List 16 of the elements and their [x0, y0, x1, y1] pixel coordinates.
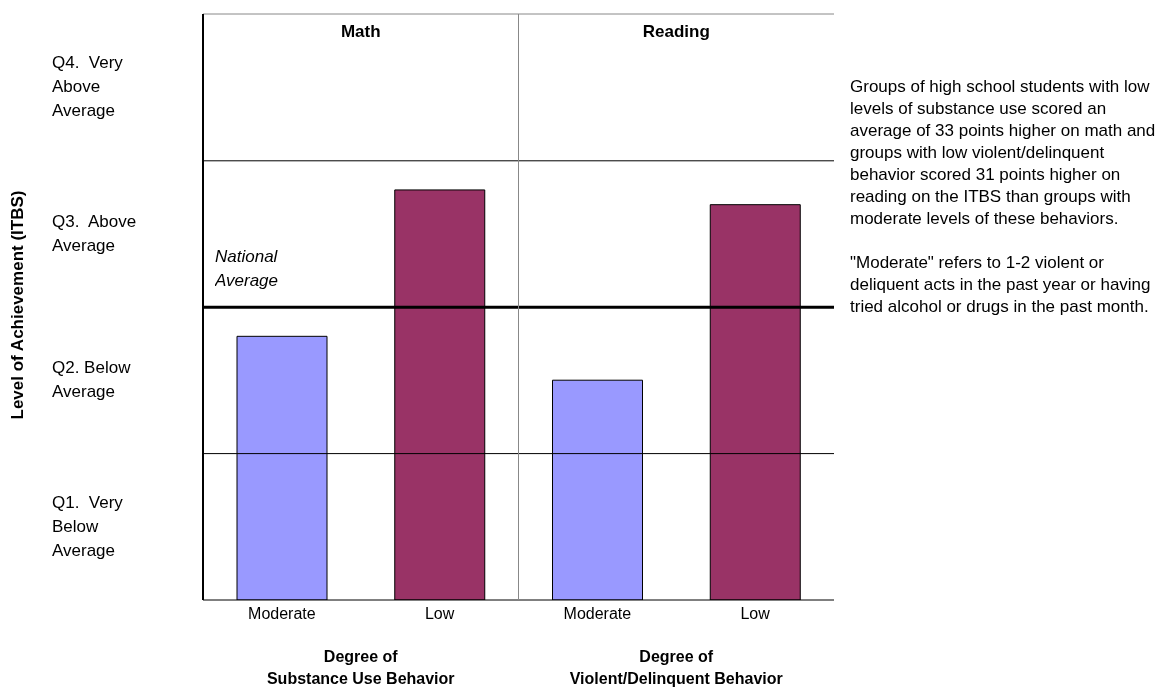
- x-tick-label: Moderate: [248, 605, 316, 623]
- text: "Moderate" refers to 1-2 violent or deliquent acts in the past year or having tried alcohol or drugs in the past month.: [850, 252, 1152, 318]
- text: Level of Achievement (ITBS): [8, 189, 28, 422]
- text: Q1. Very Below Average: [52, 491, 124, 562]
- text: Degree of Substance Use Behavior: [265, 647, 456, 689]
- text: Q4. Very Above Average: [52, 52, 124, 123]
- text: Q3. Above Average: [52, 211, 138, 257]
- text: Degree of Violent/Delinquent Behavior: [568, 647, 784, 689]
- ref-line-label: National Average: [215, 246, 279, 293]
- x-tick-label: Low: [740, 605, 771, 623]
- x-tick-label: Low: [424, 605, 455, 623]
- text: Reading: [641, 22, 711, 42]
- text: Q2. Below Average: [52, 357, 132, 404]
- text: Groups of high school students with low levels of substance use scored an average of 33 points higher on math and groups with low violent/delinquent behavior scored 31 points higher on reading on the ITBS than groups with moderate levels of these behaviors.: [850, 76, 1157, 230]
- text: Math: [339, 22, 382, 42]
- x-tick-label: Moderate: [563, 605, 632, 623]
